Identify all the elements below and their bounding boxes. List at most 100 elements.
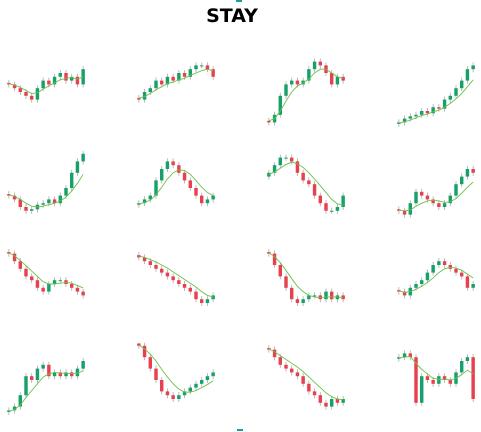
candle-body [312,61,317,70]
candle-body [312,184,317,196]
candle-body [41,80,45,89]
candlestick-chart [7,150,85,214]
candle-body [211,195,215,200]
candle-body [211,69,215,77]
candle-body [30,376,34,380]
candle-body [75,368,80,377]
candle-body [307,295,311,300]
candle-body [30,209,34,211]
candle-body [41,287,45,292]
candle-body [58,195,62,204]
candle-body [341,76,345,81]
candle-body [431,380,435,384]
moving-average [8,76,84,94]
candle-body [200,65,204,67]
candle-body [58,372,62,377]
candle-body [324,402,328,407]
candle-body [177,73,181,81]
candle-body [148,261,152,265]
candle-body [200,380,204,384]
candle-body [301,172,305,181]
candle-body [137,98,141,100]
moving-average [398,181,474,212]
candle-body [420,376,424,403]
candle-body [58,280,62,282]
moving-average [398,355,474,381]
candle-body [7,252,11,254]
candle-body [318,395,322,403]
candle-body [460,272,464,277]
candle-body [194,291,198,300]
candle-body [284,364,288,369]
candle-body [148,195,152,200]
candle-body [154,180,158,196]
candlestick-chart [7,66,85,103]
candle-body [414,191,418,204]
candle-body [52,199,57,204]
candle-body [431,107,435,114]
candle-body [471,284,475,288]
candle-body [188,387,192,392]
candlestick-chart [267,58,345,126]
candle-body [81,69,85,85]
candle-body [437,376,441,384]
candlestick-chart [137,342,215,403]
candle-body [24,268,28,277]
candle-body [35,280,40,288]
candle-body [52,76,57,85]
candle-body [425,195,430,200]
candlestick-chart [7,249,85,299]
candle-body [307,69,311,81]
candle-body [171,395,175,399]
candle-body [414,357,418,403]
candle-body [442,203,447,207]
candle-body [160,169,164,181]
candle-body [52,280,57,284]
moving-average [268,348,344,401]
candle-body [290,287,294,300]
candle-body [81,153,85,162]
candle-body [12,406,17,411]
candle-body [160,80,164,85]
candle-body [12,84,17,89]
candle-body [41,364,45,369]
candle-body [165,272,170,277]
moving-average [398,266,474,293]
candle-body [188,180,192,188]
candle-body [171,276,175,281]
candle-body [182,284,187,288]
candle-body [330,399,334,407]
candle-body [448,95,452,100]
candlestick-chart [267,249,345,307]
candle-body [205,376,210,380]
candle-body [137,343,141,346]
moving-average [268,161,344,206]
candle-body [301,376,305,384]
candle-body [47,199,51,204]
candle-body [75,287,80,292]
candle-body [24,376,28,396]
candle-body [324,203,328,211]
candle-body [12,253,17,262]
candle-body [330,73,334,85]
moving-average [138,255,214,298]
candle-body [182,391,187,396]
candle-body [30,276,34,281]
candle-body [454,88,458,96]
candle-body [397,122,401,124]
candle-body [465,169,470,177]
candle-body [278,265,282,277]
candle-body [35,88,40,100]
candle-body [47,80,51,85]
candle-body [148,88,152,92]
candle-body [431,199,435,204]
candlestick-chart [397,62,475,127]
candle-body [437,203,441,207]
candle-body [188,287,192,292]
candle-body [284,157,288,159]
candle-body [160,380,164,392]
candle-body [200,195,204,204]
candle-body [408,116,412,119]
candle-body [460,176,464,185]
